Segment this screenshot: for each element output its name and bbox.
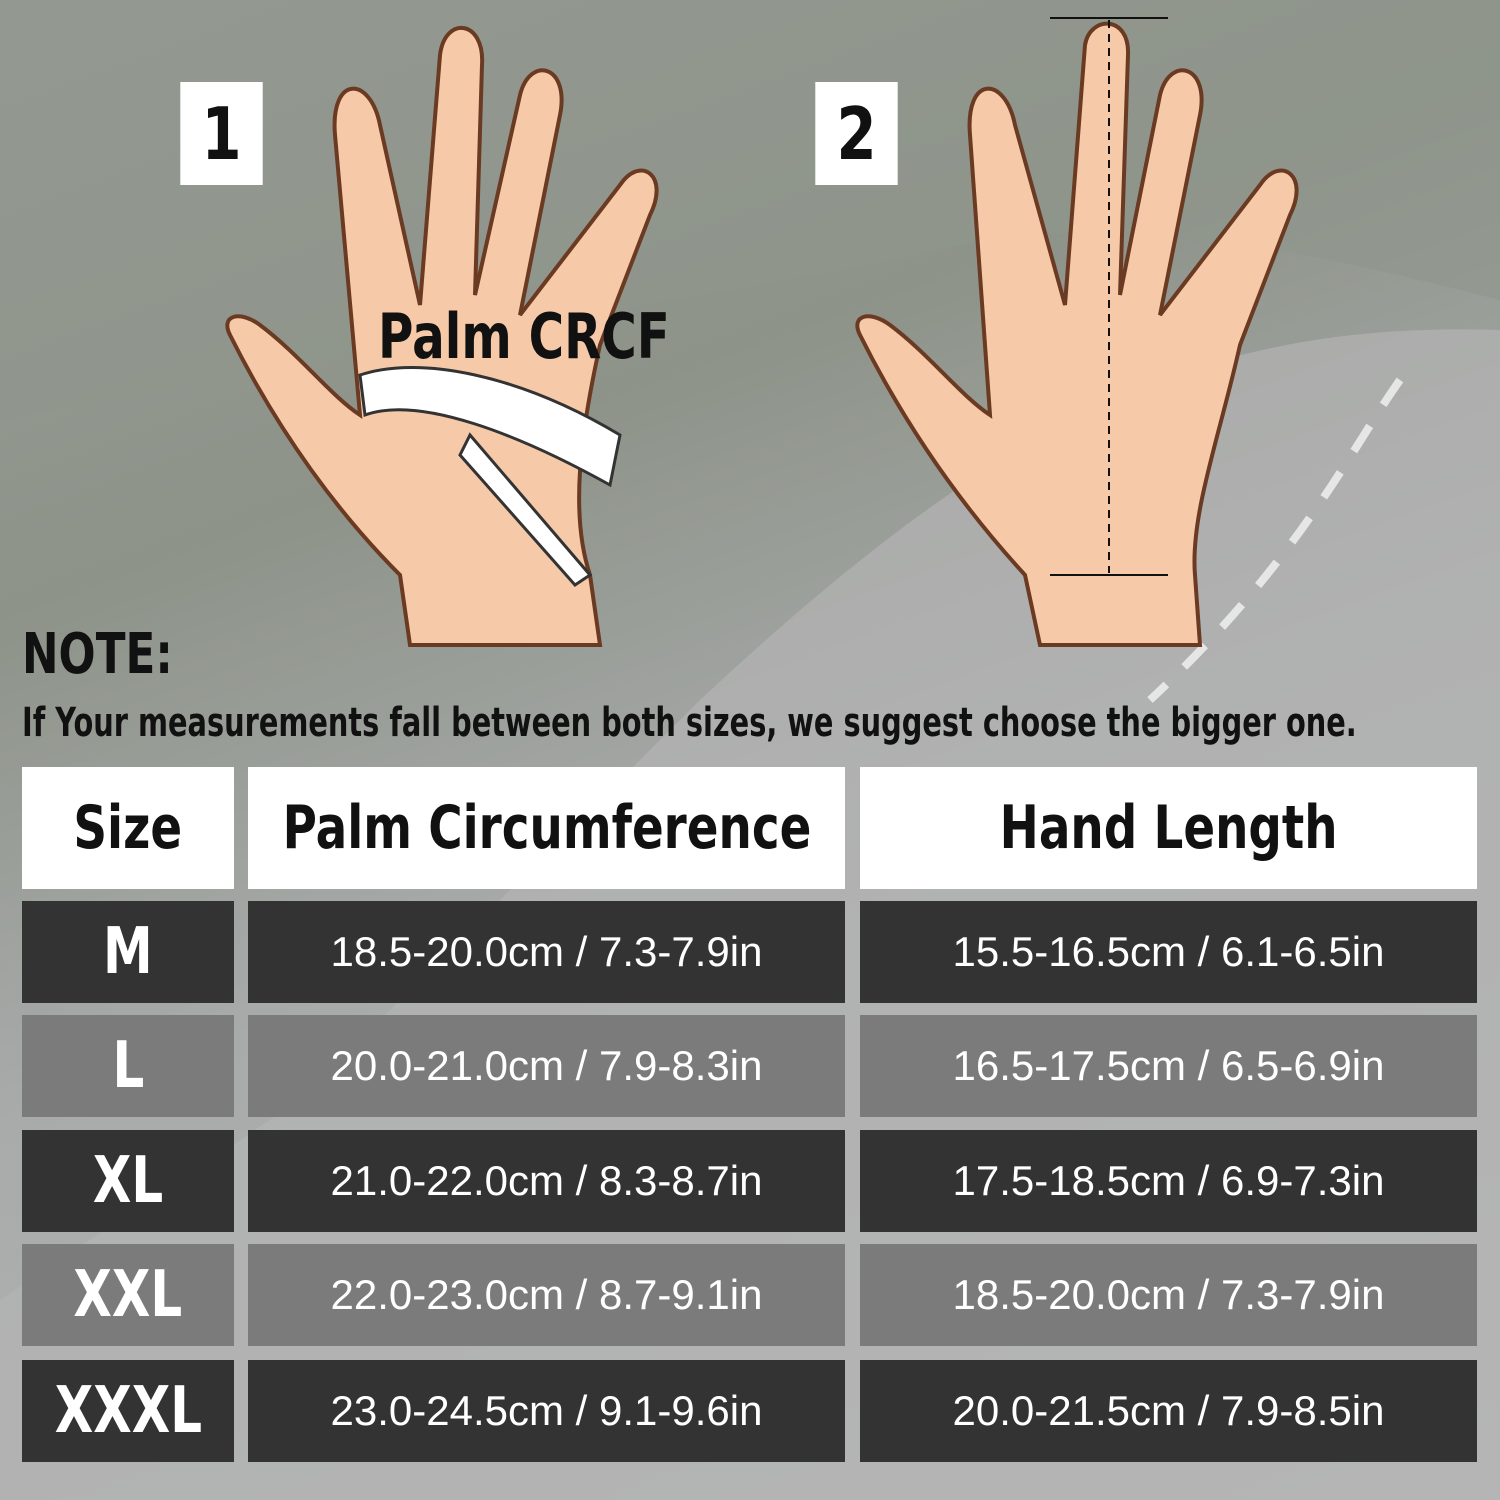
palm-cell: 20.0-21.0cm / 7.9-8.3in bbox=[248, 1015, 845, 1117]
length-cell: 16.5-17.5cm / 6.5-6.9in bbox=[860, 1015, 1477, 1117]
palm-hand-illustration bbox=[225, 26, 659, 647]
length-cell: 20.0-21.5cm / 7.9-8.5in bbox=[860, 1360, 1477, 1462]
header-palm-text: Palm Circumference bbox=[282, 793, 811, 863]
palm-cell: 18.5-20.0cm / 7.3-7.9in bbox=[248, 901, 845, 1003]
size-text: M bbox=[103, 915, 153, 989]
header-length-text: Hand Length bbox=[999, 793, 1338, 863]
note-text: If Your measurements fall between both s… bbox=[22, 700, 1357, 746]
header-length: Hand Length bbox=[860, 767, 1477, 889]
step-2-badge: 2 bbox=[815, 82, 898, 185]
size-cell: XXL bbox=[22, 1244, 234, 1346]
header-size-text: Size bbox=[73, 793, 183, 863]
size-cell: XL bbox=[22, 1130, 234, 1232]
size-text: L bbox=[112, 1029, 144, 1103]
size-text: XXXL bbox=[54, 1374, 202, 1448]
palm-cell: 22.0-23.0cm / 8.7-9.1in bbox=[248, 1244, 845, 1346]
size-cell: M bbox=[22, 901, 234, 1003]
header-palm: Palm Circumference bbox=[248, 767, 845, 889]
length-cell: 18.5-20.0cm / 7.3-7.9in bbox=[860, 1244, 1477, 1346]
palm-cell: 21.0-22.0cm / 8.3-8.7in bbox=[248, 1130, 845, 1232]
length-cell: 17.5-18.5cm / 6.9-7.3in bbox=[860, 1130, 1477, 1232]
length-cell: 15.5-16.5cm / 6.1-6.5in bbox=[860, 901, 1477, 1003]
palm-cell: 23.0-24.5cm / 9.1-9.6in bbox=[248, 1360, 845, 1462]
hand-length-illustration bbox=[855, 17, 1299, 647]
size-text: XXL bbox=[73, 1258, 183, 1332]
palm-crcf-label: Palm CRCF bbox=[378, 300, 670, 373]
size-cell: XXXL bbox=[22, 1360, 234, 1462]
header-size: Size bbox=[22, 767, 234, 889]
step-1-badge: 1 bbox=[180, 82, 263, 185]
size-text: XL bbox=[92, 1144, 164, 1218]
note-title: NOTE: bbox=[22, 622, 173, 687]
size-cell: L bbox=[22, 1015, 234, 1117]
